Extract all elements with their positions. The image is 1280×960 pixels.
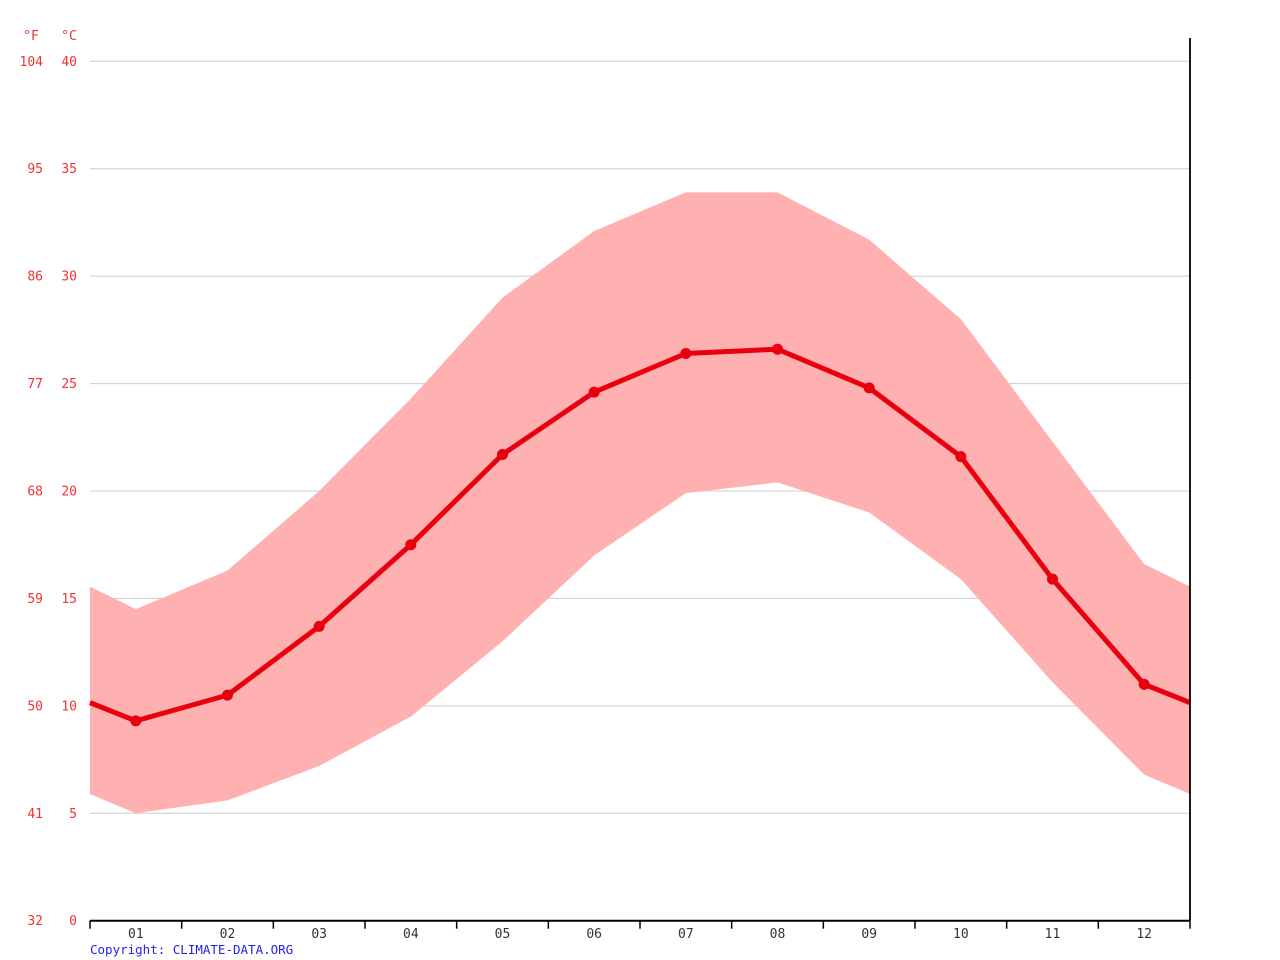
unit-label-f: °F xyxy=(23,29,39,44)
y-label-c-15: 15 xyxy=(61,592,77,607)
temperature-range-band xyxy=(90,192,1190,814)
x-label-05: 05 xyxy=(495,927,511,942)
mean-point-10 xyxy=(955,451,967,463)
y-label-f-104: 104 xyxy=(20,55,44,70)
x-label-12: 12 xyxy=(1136,927,1152,942)
y-label-c-20: 20 xyxy=(61,485,77,500)
mean-point-09 xyxy=(863,382,875,394)
mean-point-08 xyxy=(772,343,783,355)
x-label-07: 07 xyxy=(678,927,694,942)
y-label-f-32: 32 xyxy=(27,914,43,929)
x-label-03: 03 xyxy=(311,927,327,942)
mean-point-01 xyxy=(130,715,142,727)
x-label-09: 09 xyxy=(861,927,877,942)
mean-point-11 xyxy=(1047,573,1058,585)
y-label-c-35: 35 xyxy=(61,162,77,177)
y-label-c-5: 5 xyxy=(69,807,77,822)
y-label-f-95: 95 xyxy=(27,162,43,177)
mean-point-03 xyxy=(313,620,325,632)
y-label-c-40: 40 xyxy=(61,55,77,70)
x-label-02: 02 xyxy=(220,927,236,942)
y-label-f-86: 86 xyxy=(27,270,43,285)
x-label-04: 04 xyxy=(403,927,419,942)
unit-label-c: °C xyxy=(61,29,77,44)
y-label-c-30: 30 xyxy=(61,270,77,285)
y-label-c-10: 10 xyxy=(61,699,77,714)
y-label-f-59: 59 xyxy=(27,592,43,607)
y-label-f-77: 77 xyxy=(27,377,43,392)
x-label-11: 11 xyxy=(1045,927,1061,942)
mean-point-12 xyxy=(1138,678,1150,690)
x-label-10: 10 xyxy=(953,927,969,942)
mean-point-02 xyxy=(222,689,233,701)
mean-temperature-line xyxy=(89,346,1191,724)
y-label-c-0: 0 xyxy=(69,914,77,929)
y-label-f-41: 41 xyxy=(27,807,43,822)
mean-point-06 xyxy=(588,386,600,398)
y-label-c-25: 25 xyxy=(61,377,77,392)
mean-point-04 xyxy=(405,539,417,551)
copyright-link[interactable]: Copyright: CLIMATE-DATA.ORG xyxy=(90,942,294,957)
x-label-06: 06 xyxy=(586,927,602,942)
mean-point-07 xyxy=(680,347,692,359)
x-label-01: 01 xyxy=(128,927,144,942)
y-label-f-50: 50 xyxy=(27,699,43,714)
x-label-08: 08 xyxy=(770,927,786,942)
mean-point-05 xyxy=(497,448,508,460)
y-label-f-68: 68 xyxy=(27,485,43,500)
